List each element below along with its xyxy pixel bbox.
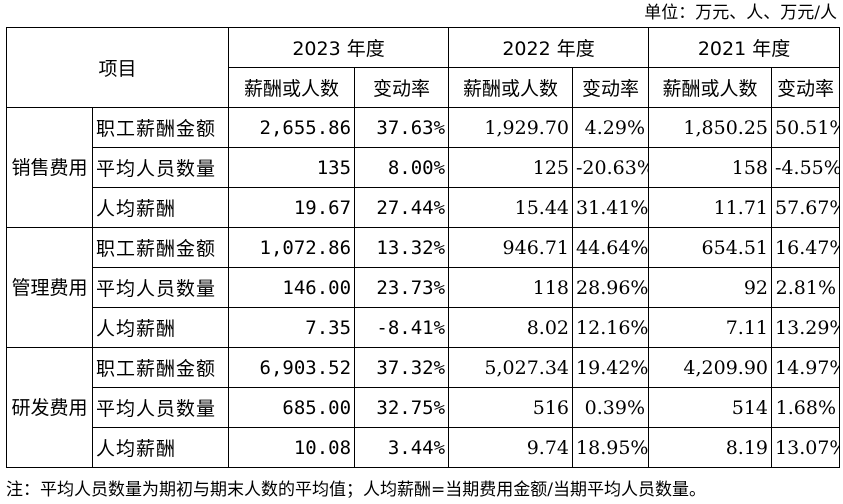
- header-sub-rate-2023: 变动率: [354, 67, 450, 108]
- rate-2022: 19.42%: [572, 347, 650, 388]
- table-row: 人均薪酬 19.67 27.44% 15.44 31.41% 11.71 57.…: [7, 187, 841, 228]
- row-item-label: 平均人员数量: [91, 147, 230, 188]
- row-item-label: 职工薪酬金额: [91, 107, 230, 148]
- table-row: 人均薪酬 10.08 3.44% 9.74 18.95% 8.19 13.07%: [7, 427, 841, 468]
- header-year-2023: 2023 年度: [228, 27, 450, 68]
- header-item: 项目: [5, 27, 230, 108]
- row-item-label: 平均人员数量: [91, 267, 230, 308]
- value-2022: 5,027.34: [448, 347, 574, 388]
- value-2023: 6,903.52: [228, 347, 356, 388]
- value-2021: 1,850.25: [648, 107, 773, 148]
- table-row: 管理费用 职工薪酬金额 1,072.86 13.32% 946.71 44.64…: [6, 227, 841, 348]
- rate-2023: 27.44%: [354, 187, 450, 228]
- header-year-2021: 2021 年度: [648, 27, 841, 68]
- rate-2021: 50.51%: [771, 107, 841, 148]
- value-2023: 685.00: [228, 387, 356, 428]
- rate-2021: 2.81%: [771, 267, 841, 308]
- category-sales: 销售费用: [6, 107, 93, 228]
- value-2023: 7.35: [228, 307, 356, 348]
- value-2021: 4,209.90: [648, 347, 773, 388]
- value-2021: 7.11: [648, 307, 773, 348]
- value-2022: 8.02: [448, 307, 574, 348]
- rate-2023: 8.00%: [354, 147, 450, 188]
- row-item-label: 人均薪酬: [91, 187, 230, 228]
- rate-2023: 32.75%: [354, 387, 450, 428]
- row-item-label: 职工薪酬金额: [91, 347, 230, 388]
- footnote: 注：平均人员数量为期初与期末人数的平均值；人均薪酬=当期费用金额/当期平均人员数…: [6, 480, 706, 500]
- rate-2022: 4.29%: [572, 107, 650, 148]
- value-2022: 118: [448, 267, 574, 308]
- value-2023: 1,072.86: [228, 227, 356, 268]
- table-row: 平均人员数量 685.00 32.75% 516 0.39% 514 1.68%: [7, 387, 841, 428]
- header-sub-value-2022: 薪酬或人数: [448, 67, 574, 108]
- value-2022: 125: [448, 147, 574, 188]
- rate-2022: 0.39%: [572, 387, 650, 428]
- rate-2022: 18.95%: [572, 427, 650, 468]
- rate-2023: 37.32%: [354, 347, 450, 388]
- header-sub-value-2023: 薪酬或人数: [228, 67, 356, 108]
- rate-2023: 13.32%: [354, 227, 450, 268]
- rate-2022: 12.16%: [572, 307, 650, 348]
- table-row: 销售费用 职工薪酬金额 2,655.86 37.63% 1,929.70 4.2…: [6, 107, 841, 228]
- header-sub-rate-2021: 变动率: [771, 67, 841, 108]
- rate-2023: 3.44%: [354, 427, 450, 468]
- rate-2021: 16.47%: [771, 227, 841, 268]
- value-2021: 11.71: [648, 187, 773, 228]
- value-2022: 946.71: [448, 227, 574, 268]
- category-rnd: 研发费用: [6, 347, 93, 468]
- table-row: 人均薪酬 7.35 -8.41% 8.02 12.16% 7.11 13.29%: [7, 307, 841, 348]
- value-2021: 514: [648, 387, 773, 428]
- rate-2022: 28.96%: [572, 267, 650, 308]
- rate-2023: 23.73%: [354, 267, 450, 308]
- salary-table: 项目 2023 年度 2022 年度 2021 年度 薪酬或人数 变动率 薪酬或…: [5, 27, 841, 468]
- rate-2021: -4.55%: [771, 147, 841, 188]
- category-admin: 管理费用: [6, 227, 93, 348]
- row-item-label: 平均人员数量: [91, 387, 230, 428]
- value-2021: 654.51: [648, 227, 773, 268]
- header-sub-value-2021: 薪酬或人数: [648, 67, 773, 108]
- rate-2022: 31.41%: [572, 187, 650, 228]
- table-row: 平均人员数量 135 8.00% 125 -20.63% 158 -4.55%: [7, 147, 841, 188]
- value-2022: 1,929.70: [448, 107, 574, 148]
- rate-2021: 13.07%: [771, 427, 841, 468]
- row-item-label: 人均薪酬: [91, 307, 230, 348]
- rate-2021: 57.67%: [771, 187, 841, 228]
- table-row: 平均人员数量 146.00 23.73% 118 28.96% 92 2.81%: [7, 267, 841, 308]
- value-2023: 10.08: [228, 427, 356, 468]
- value-2022: 516: [448, 387, 574, 428]
- row-item-label: 人均薪酬: [91, 427, 230, 468]
- rate-2022: 44.64%: [572, 227, 650, 268]
- header-year-2022: 2022 年度: [448, 27, 650, 68]
- rate-2023: 37.63%: [354, 107, 450, 148]
- header-sub-rate-2022: 变动率: [572, 67, 650, 108]
- rate-2021: 14.97%: [771, 347, 841, 388]
- rate-2021: 13.29%: [771, 307, 841, 348]
- value-2022: 9.74: [448, 427, 574, 468]
- table-row: 研发费用 职工薪酬金额 6,903.52 37.32% 5,027.34 19.…: [6, 347, 841, 468]
- header-row-years: 项目 2023 年度 2022 年度 2021 年度: [5, 27, 841, 108]
- rate-2022: -20.63%: [572, 147, 650, 188]
- unit-label: 单位：万元、人、万元/人: [644, 3, 837, 23]
- value-2023: 19.67: [228, 187, 356, 228]
- rate-2021: 1.68%: [771, 387, 841, 428]
- value-2023: 146.00: [228, 267, 356, 308]
- value-2022: 15.44: [448, 187, 574, 228]
- value-2023: 135: [228, 147, 356, 188]
- value-2021: 92: [648, 267, 773, 308]
- rate-2023: -8.41%: [354, 307, 450, 348]
- row-item-label: 职工薪酬金额: [91, 227, 230, 268]
- value-2023: 2,655.86: [228, 107, 356, 148]
- header-row-sub: 薪酬或人数 变动率 薪酬或人数 变动率 薪酬或人数 变动率: [7, 67, 841, 108]
- value-2021: 158: [648, 147, 773, 188]
- value-2021: 8.19: [648, 427, 773, 468]
